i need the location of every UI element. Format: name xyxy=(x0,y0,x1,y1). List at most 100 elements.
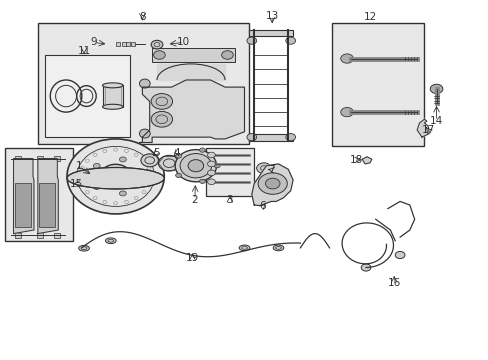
Bar xyxy=(105,87,121,105)
Circle shape xyxy=(207,161,215,167)
Circle shape xyxy=(256,163,271,174)
Text: 3: 3 xyxy=(226,195,233,205)
Circle shape xyxy=(93,163,100,168)
Bar xyxy=(331,23,424,146)
Bar xyxy=(122,42,125,46)
Circle shape xyxy=(207,170,215,176)
Ellipse shape xyxy=(188,159,203,172)
Circle shape xyxy=(175,154,181,158)
Bar xyxy=(130,42,134,46)
Bar xyxy=(39,183,55,227)
Text: 12: 12 xyxy=(363,13,376,22)
Bar xyxy=(45,55,130,137)
Bar xyxy=(126,42,130,46)
Bar xyxy=(16,156,21,161)
Text: 19: 19 xyxy=(185,252,199,262)
Circle shape xyxy=(285,134,295,141)
Circle shape xyxy=(135,174,142,179)
Circle shape xyxy=(199,179,205,184)
Circle shape xyxy=(153,51,165,59)
Ellipse shape xyxy=(239,245,249,251)
Text: 1: 1 xyxy=(76,161,82,171)
Bar xyxy=(38,23,249,144)
Circle shape xyxy=(151,40,163,49)
Circle shape xyxy=(44,206,51,211)
Ellipse shape xyxy=(79,246,89,251)
Circle shape xyxy=(119,191,126,196)
Ellipse shape xyxy=(139,79,150,88)
Text: 14: 14 xyxy=(429,116,442,126)
Circle shape xyxy=(207,152,215,158)
Polygon shape xyxy=(38,158,58,234)
Polygon shape xyxy=(251,164,292,206)
Circle shape xyxy=(158,156,180,171)
Circle shape xyxy=(20,206,27,211)
Text: 16: 16 xyxy=(387,278,400,288)
Ellipse shape xyxy=(67,139,164,214)
Text: 8: 8 xyxy=(139,12,145,22)
Polygon shape xyxy=(416,119,428,137)
Ellipse shape xyxy=(100,164,131,189)
Text: 4: 4 xyxy=(173,148,180,158)
Circle shape xyxy=(258,173,287,194)
Bar xyxy=(15,183,31,227)
Bar xyxy=(249,134,292,141)
Circle shape xyxy=(221,51,233,59)
Bar xyxy=(152,48,234,62)
Text: 7: 7 xyxy=(268,165,274,175)
Text: 11: 11 xyxy=(77,46,90,56)
Circle shape xyxy=(119,157,126,162)
Circle shape xyxy=(265,178,280,189)
Polygon shape xyxy=(140,80,244,143)
Circle shape xyxy=(214,163,220,168)
Bar xyxy=(16,233,21,238)
Ellipse shape xyxy=(106,169,125,184)
Circle shape xyxy=(246,134,256,141)
Ellipse shape xyxy=(273,245,284,251)
Circle shape xyxy=(141,154,158,167)
Bar xyxy=(54,233,60,238)
Circle shape xyxy=(246,37,256,44)
Bar xyxy=(5,148,73,241)
Circle shape xyxy=(151,111,172,127)
Bar xyxy=(37,233,43,238)
Ellipse shape xyxy=(102,104,122,109)
Ellipse shape xyxy=(175,150,216,182)
Polygon shape xyxy=(14,158,34,234)
Bar xyxy=(54,156,60,161)
Text: 6: 6 xyxy=(259,202,265,211)
Polygon shape xyxy=(362,157,371,164)
Circle shape xyxy=(207,179,215,185)
Circle shape xyxy=(285,37,295,44)
Text: 13: 13 xyxy=(265,11,278,21)
Bar xyxy=(116,42,120,46)
Text: 15: 15 xyxy=(70,179,83,189)
Bar xyxy=(249,30,292,36)
Bar xyxy=(102,85,122,107)
Ellipse shape xyxy=(111,173,120,180)
Circle shape xyxy=(151,94,172,109)
Circle shape xyxy=(340,54,353,63)
Ellipse shape xyxy=(180,154,211,178)
Ellipse shape xyxy=(105,238,116,244)
Circle shape xyxy=(361,264,370,271)
Text: 17: 17 xyxy=(421,125,434,135)
Text: 5: 5 xyxy=(152,148,159,158)
Bar xyxy=(37,156,43,161)
Ellipse shape xyxy=(102,83,122,88)
Text: 9: 9 xyxy=(90,37,97,48)
Bar xyxy=(205,148,254,196)
Circle shape xyxy=(93,184,100,189)
Circle shape xyxy=(20,185,27,190)
Ellipse shape xyxy=(67,167,164,189)
Circle shape xyxy=(175,173,181,177)
Text: 18: 18 xyxy=(349,155,362,165)
Ellipse shape xyxy=(139,129,150,138)
Text: 2: 2 xyxy=(191,195,198,204)
Circle shape xyxy=(340,108,353,117)
Circle shape xyxy=(199,148,205,152)
Circle shape xyxy=(44,185,51,190)
Circle shape xyxy=(394,251,404,258)
Circle shape xyxy=(429,84,442,94)
Text: 10: 10 xyxy=(177,37,190,48)
